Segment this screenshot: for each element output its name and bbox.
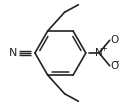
Text: +: + [100, 45, 107, 53]
Text: N: N [9, 48, 18, 58]
Text: N: N [95, 48, 103, 58]
Text: −: − [112, 57, 119, 66]
Text: O: O [111, 35, 119, 45]
Text: O: O [111, 61, 119, 71]
